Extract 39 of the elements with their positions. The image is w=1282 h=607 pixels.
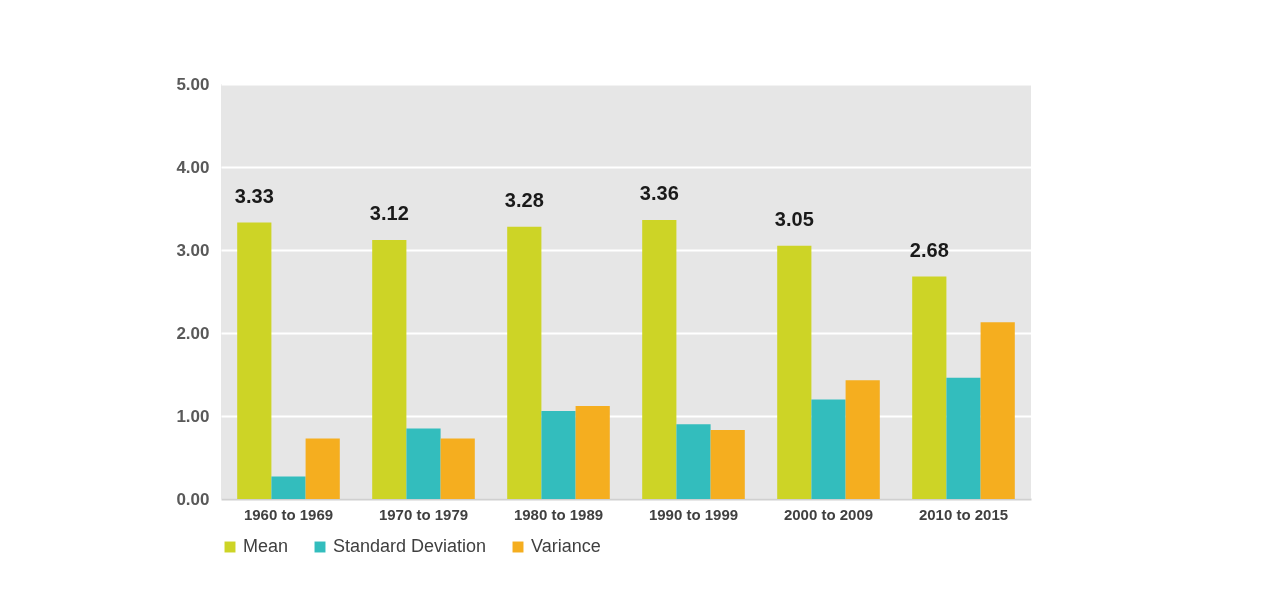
bar	[811, 399, 846, 499]
bar	[575, 406, 610, 499]
y-tick-label: 5.00	[176, 74, 210, 94]
bar	[541, 411, 576, 499]
bar	[440, 438, 475, 499]
x-tick-label: 1970 to 1979	[378, 505, 469, 523]
y-tick-label: 4.00	[176, 157, 210, 177]
x-tick-label: 2010 to 2015	[918, 505, 1009, 523]
bar	[676, 424, 711, 499]
legend-label: Variance	[531, 536, 601, 556]
bar	[642, 220, 677, 499]
y-tick-label: 1.00	[176, 406, 210, 426]
bar	[912, 276, 947, 499]
data-label: 3.36	[639, 182, 679, 205]
bar	[710, 430, 745, 499]
bar	[946, 377, 981, 499]
y-tick-label: 0.00	[176, 489, 210, 509]
data-label: 3.12	[369, 202, 409, 225]
bar	[980, 322, 1015, 499]
data-label: 3.05	[774, 207, 814, 230]
x-tick-label: 1960 to 1969	[243, 505, 334, 523]
bar	[406, 428, 441, 499]
bar	[271, 476, 306, 499]
y-tick-label: 3.00	[176, 240, 210, 260]
x-tick-label: 2000 to 2009	[783, 505, 874, 523]
y-tick-label: 2.00	[176, 323, 210, 343]
bar	[237, 222, 272, 499]
x-tick-label: 1990 to 1999	[648, 505, 739, 523]
legend-label: Mean	[243, 536, 289, 556]
data-label: 3.28	[504, 188, 544, 211]
bar	[777, 245, 812, 499]
x-tick-label: 1980 to 1989	[513, 505, 604, 523]
bar	[372, 240, 407, 499]
legend-label: Standard Deviation	[333, 536, 487, 556]
data-label: 3.33	[234, 184, 274, 207]
bar	[507, 226, 542, 499]
bar	[305, 438, 340, 499]
bar	[845, 380, 880, 499]
data-label: 2.68	[909, 238, 949, 261]
